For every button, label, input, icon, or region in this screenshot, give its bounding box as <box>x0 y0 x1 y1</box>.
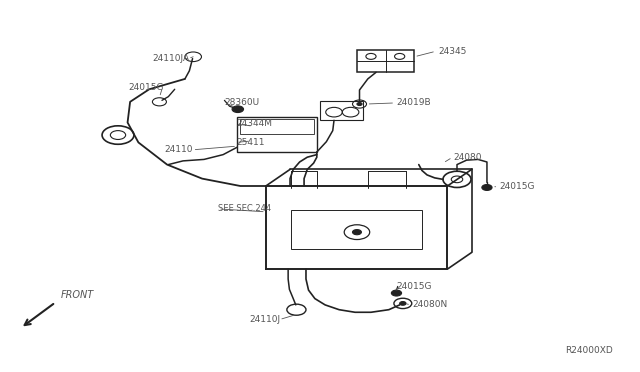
Text: 24344M: 24344M <box>236 119 272 128</box>
Circle shape <box>357 103 362 106</box>
Text: 25411: 25411 <box>236 138 264 147</box>
Bar <box>357 50 414 72</box>
Text: 24110J: 24110J <box>250 315 280 324</box>
Bar <box>241 119 314 134</box>
Bar <box>237 117 317 152</box>
Text: R24000XD: R24000XD <box>565 346 613 355</box>
Text: 24080: 24080 <box>454 153 483 162</box>
Bar <box>291 210 422 249</box>
Circle shape <box>353 230 362 235</box>
Text: 24110JA: 24110JA <box>152 54 189 63</box>
Text: 24015G: 24015G <box>500 182 535 191</box>
Text: 24110: 24110 <box>164 145 193 154</box>
Circle shape <box>232 106 244 112</box>
Text: 24345: 24345 <box>438 47 467 56</box>
Circle shape <box>482 185 492 190</box>
Bar <box>320 101 364 120</box>
Text: FRONT: FRONT <box>61 290 94 300</box>
Circle shape <box>399 302 406 305</box>
Text: 24015G: 24015G <box>396 282 432 291</box>
Text: 24080N: 24080N <box>412 300 447 310</box>
Circle shape <box>392 290 401 296</box>
Text: 28360U: 28360U <box>225 99 260 108</box>
Text: SEE SEC.244: SEE SEC.244 <box>218 204 271 214</box>
Text: 24015G: 24015G <box>129 83 164 92</box>
Text: 24019B: 24019B <box>396 99 431 108</box>
